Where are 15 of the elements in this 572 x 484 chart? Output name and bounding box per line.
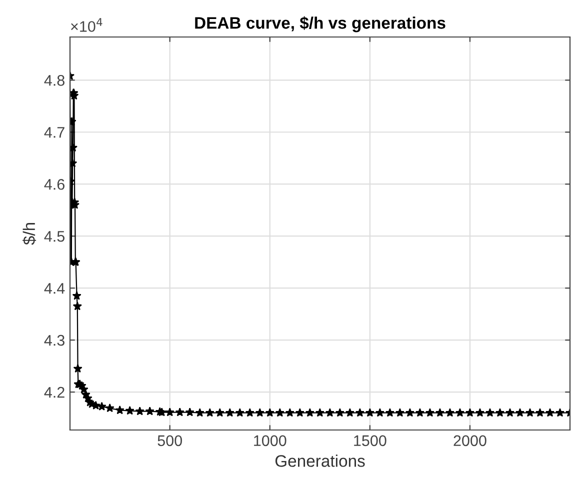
y-axis-title: $/h xyxy=(22,222,36,245)
x-axis-title: Generations xyxy=(275,454,365,467)
y-tick-label: 4.8 xyxy=(44,75,64,86)
chart-title: DEAB curve, $/h vs generations xyxy=(195,16,446,32)
y-tick-label: 4.4 xyxy=(44,283,65,294)
y-tick-label: 4.7 xyxy=(44,127,64,138)
y-tick-label: 4.2 xyxy=(44,386,64,398)
x-tick-label: 2000 xyxy=(454,435,486,446)
y-tick-label: 4.6 xyxy=(44,178,64,190)
x-tick-label: 1500 xyxy=(354,435,386,446)
x-tick-label: 1000 xyxy=(254,435,286,446)
y-tick-label: 4.3 xyxy=(44,334,64,346)
text: ×10$^{4}$ xyxy=(71,18,102,32)
x-tick-label: 500 xyxy=(158,435,182,446)
y-tick-label: 4.5 xyxy=(44,231,64,242)
